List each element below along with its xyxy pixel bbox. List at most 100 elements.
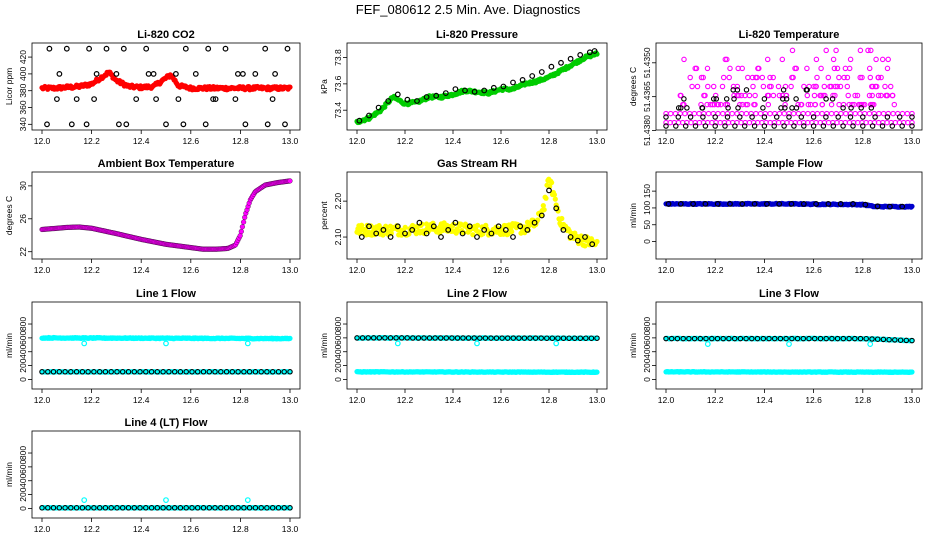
data-point [284,45,291,52]
data-point [160,369,166,375]
data-point [264,369,270,375]
data-point [552,196,558,202]
data-point [823,114,829,120]
data-point [366,112,372,119]
data-point [780,87,787,93]
chart-title: Line 2 Flow [447,288,507,300]
data-point [574,237,581,244]
data-point [681,56,687,63]
data-point [813,83,819,90]
data-point [869,101,876,108]
data-point [767,74,773,81]
data-point [674,335,681,342]
y-axis-label: ml/min [4,462,14,487]
x-tick-label: 12.0 [34,524,51,534]
data-point [85,369,91,375]
data-point [567,55,574,62]
data-point [103,45,110,52]
series-dense [354,176,600,249]
chart-title: Line 1 Flow [136,288,196,300]
y-tick-label: 50 [642,220,652,230]
data-point [239,70,246,77]
data-point [678,105,684,111]
data-point [210,96,217,102]
x-tick-label: 12.8 [232,265,249,275]
data-point [275,505,282,511]
data-point [704,65,711,72]
x-tick-label: 12.4 [133,395,150,405]
data-point [387,335,394,341]
data-point [743,335,749,342]
data-point [577,335,584,341]
data-point [172,70,179,77]
y-tick-label: 420 [18,50,28,64]
data-point [724,56,730,63]
data-point [789,47,796,54]
data-point [218,369,224,375]
x-tick-label: 12.4 [445,136,462,146]
data-point [714,101,721,108]
data-point [583,335,589,341]
data-point [725,105,731,111]
data-point [727,65,733,72]
data-point [746,92,753,99]
data-point [858,105,864,111]
data-point [884,65,891,72]
data-point [594,335,600,341]
x-tick-label: 12.2 [707,395,724,405]
series-dense [663,200,915,210]
data-point [358,234,365,240]
data-point [663,335,669,342]
data-point [415,335,422,341]
data-point [442,90,449,96]
data-point [398,335,405,341]
data-point [543,195,549,201]
y-tick-label: 400 [18,67,28,81]
data-point [753,74,759,81]
data-point [79,505,86,511]
y-tick-label: 400 [642,344,652,358]
x-tick-label: 12.0 [34,395,51,405]
x-tick-label: 12.6 [183,395,200,405]
data-point [54,96,60,102]
data-point [532,335,539,341]
x-tick-label: 12.2 [707,265,724,275]
data-point [840,335,847,342]
y-tick-label: 73.4 [333,102,343,119]
data-point [393,335,399,341]
data-point [423,94,430,100]
data-point [125,369,132,375]
data-point [680,335,686,342]
data-point [212,369,218,375]
data-point [44,121,50,128]
data-point [665,200,672,207]
data-point [814,110,821,117]
data-point [780,96,786,102]
data-point [521,335,528,341]
data-point [878,92,884,99]
data-point [869,336,875,342]
data-point [745,74,751,81]
data-point [120,45,127,52]
y-axis-label: ml/min [4,333,14,358]
data-point [852,110,858,117]
data-point [488,230,495,237]
data-point [488,335,494,341]
data-point [691,110,698,117]
data-point [549,335,556,341]
data-point [275,369,282,375]
data-point [212,96,219,102]
data-point [551,192,558,198]
data-point [234,70,241,77]
x-tick-label: 12.6 [183,524,200,534]
data-point [577,52,584,58]
data-point [764,56,771,63]
data-point [68,121,75,128]
data-point [558,59,564,66]
x-tick-label: 12.2 [397,136,414,146]
y-axis-label: kPa [319,79,329,94]
data-point [359,222,365,228]
data-point [810,123,817,129]
data-point [462,87,468,94]
data-point [800,335,807,342]
